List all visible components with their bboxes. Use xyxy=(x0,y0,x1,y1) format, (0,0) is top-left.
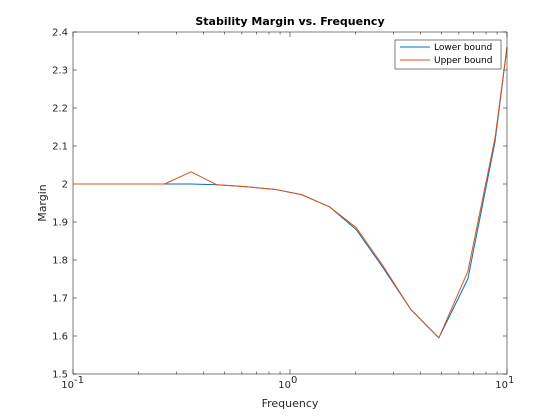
x-tick-label: 10 -1 xyxy=(61,375,84,391)
axes-box xyxy=(72,31,508,375)
y-tick-label: 2.2 xyxy=(52,104,68,115)
y-tick-label: 2.1 xyxy=(52,142,68,153)
x-tick-exponent: 0 xyxy=(291,375,297,386)
legend-box xyxy=(394,39,502,70)
legend: Lower bound Upper bound xyxy=(394,39,502,70)
series-line-upper-bound xyxy=(73,47,508,339)
x-tick-base: 10 xyxy=(61,380,74,391)
x-tick-base: 10 xyxy=(278,380,291,391)
y-tick-label: 2.4 xyxy=(52,28,68,39)
x-tick-label: 10 0 xyxy=(278,375,297,391)
y-tick-label: 1.6 xyxy=(52,332,68,343)
x-tick-label: 10 1 xyxy=(495,375,514,391)
x-axis-label: Frequency xyxy=(262,397,319,410)
tick-labels: 1.51.61.71.81.922.12.22.32.410 -1 10 0 10 1 xyxy=(52,28,514,392)
chart-title: Stability Margin vs. Frequency xyxy=(195,15,384,28)
y-axis-label: Margin xyxy=(36,184,49,222)
y-tick-label: 1.9 xyxy=(52,218,68,229)
legend-label-lower-bound: Lower bound xyxy=(434,43,492,53)
y-tick-label: 2 xyxy=(62,180,68,191)
y-tick-label: 1.7 xyxy=(52,294,68,305)
y-tick-label: 2.3 xyxy=(52,66,68,77)
series-lines xyxy=(73,47,508,339)
y-tick-label: 1.8 xyxy=(52,256,68,267)
x-tick-base: 10 xyxy=(495,380,508,391)
x-tick-exponent: 1 xyxy=(508,375,514,386)
y-tick-label: 1.5 xyxy=(52,370,68,381)
plot-area xyxy=(73,32,507,374)
x-tick-exponent: -1 xyxy=(74,375,84,386)
legend-label-upper-bound: Upper bound xyxy=(434,56,492,66)
